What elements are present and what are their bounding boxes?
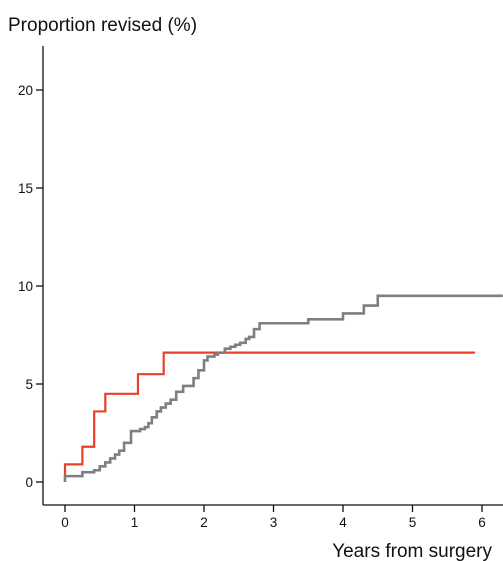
series-line-2	[63, 294, 503, 482]
y-axis-label: Proportion revised (%)	[8, 15, 197, 36]
x-tick-label: 1	[131, 515, 139, 530]
y-tick-label: 20	[18, 83, 33, 98]
axes: 0 5 10 15 20 0 1 2 3 4 5 6	[18, 46, 503, 530]
x-tick-label: 3	[270, 515, 278, 530]
x-axis-label: Years from surgery	[332, 541, 492, 561]
y-tick-label: 0	[25, 475, 33, 490]
y-tick-label: 5	[25, 377, 33, 392]
x-tick-label: 6	[478, 515, 486, 530]
series-layer	[63, 294, 503, 482]
series-line-1	[63, 351, 476, 482]
x-tick-label: 2	[200, 515, 208, 530]
x-tick-label: 4	[339, 515, 347, 530]
x-tick-label: 0	[61, 515, 69, 530]
y-tick-label: 15	[18, 181, 33, 196]
x-tick-label: 5	[409, 515, 417, 530]
y-tick-label: 10	[18, 279, 33, 294]
